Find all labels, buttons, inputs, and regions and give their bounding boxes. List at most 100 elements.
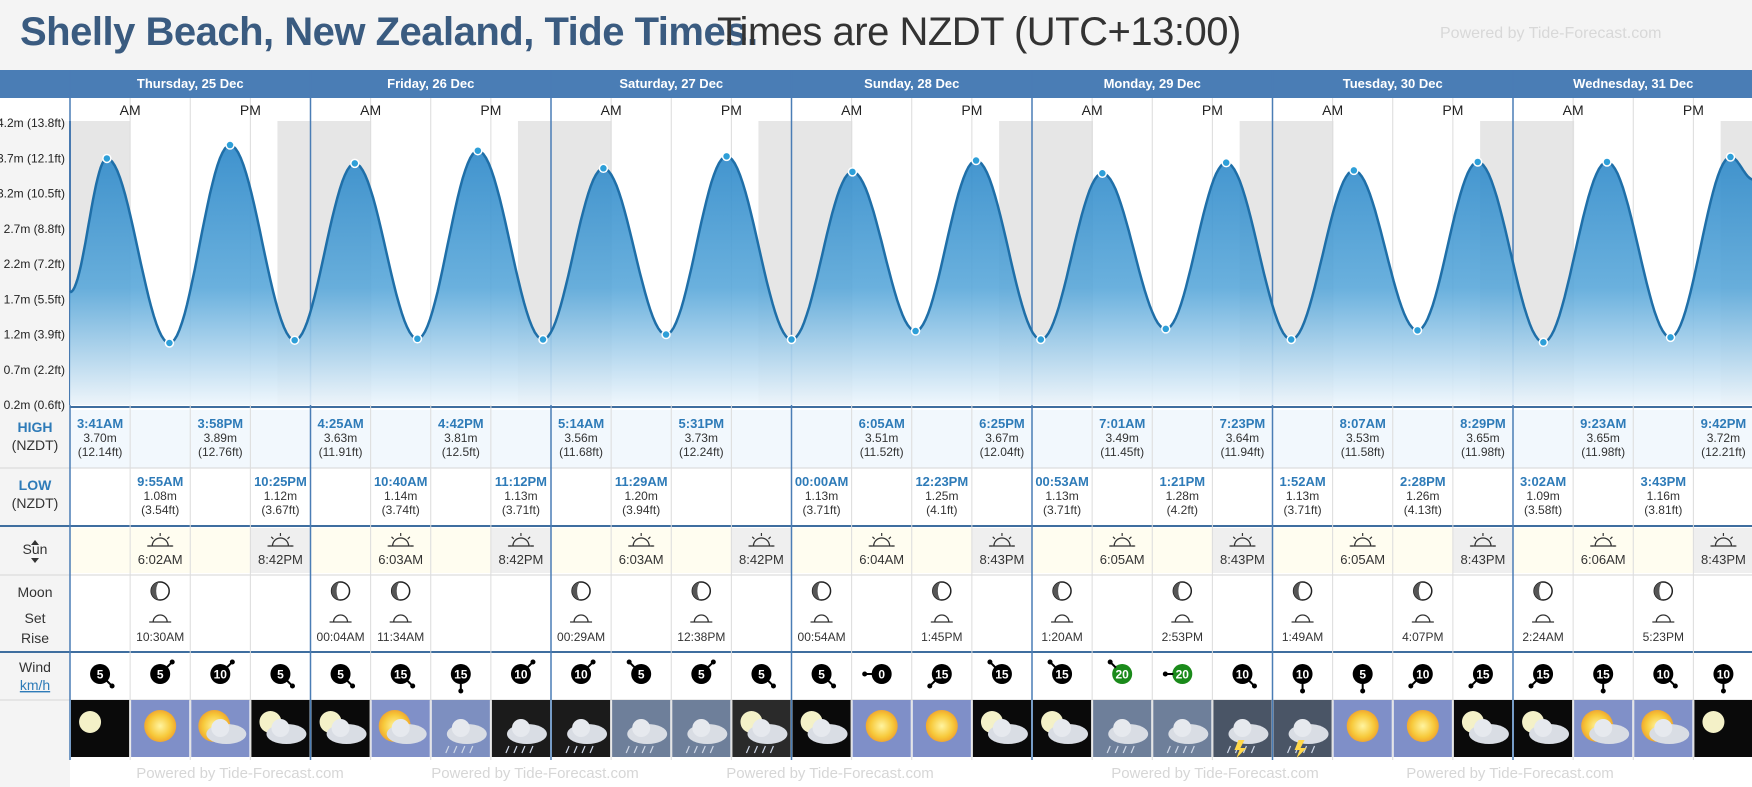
- weather-partly-cloudy-night-icon: [792, 700, 851, 757]
- wind-arrow-icon: [1162, 664, 1193, 684]
- rain-drop: [769, 745, 774, 754]
- moon-shape: [1702, 711, 1725, 733]
- bottom-watermark: Powered by Tide-Forecast.com: [136, 765, 344, 782]
- high-row: [70, 410, 1752, 468]
- wind-speed: 10: [1236, 668, 1250, 682]
- tide-extreme-point[interactable]: [1538, 337, 1549, 348]
- tide-extreme-point[interactable]: [1349, 165, 1359, 176]
- tide-extreme-point[interactable]: [1665, 332, 1676, 343]
- wind-arrow-icon: [510, 659, 536, 684]
- tide-extreme-point[interactable]: [473, 145, 483, 156]
- moon-phase-icon: [571, 581, 591, 601]
- tide-extreme-point[interactable]: [910, 326, 921, 336]
- moon-set-label: Set: [24, 610, 45, 626]
- high-height-ft: (12.76ft): [198, 445, 243, 459]
- high-time: 3:58PM: [198, 416, 244, 431]
- high-height-m: 3.65m: [1587, 431, 1620, 445]
- wind-unit-link[interactable]: km/h: [20, 677, 50, 693]
- moon-shadow: [1654, 582, 1664, 600]
- tide-extreme-point[interactable]: [786, 334, 797, 345]
- sun-arc: [1474, 537, 1492, 547]
- sunrise-time: 6:06AM: [1581, 552, 1626, 567]
- sun-ray: [1730, 536, 1734, 540]
- rain-drop: [565, 745, 570, 754]
- wind-circle: [931, 664, 952, 684]
- high-height-m: 3.49m: [1106, 431, 1139, 445]
- wind-speed: 10: [1717, 668, 1731, 682]
- tide-extreme-point[interactable]: [102, 153, 112, 164]
- tide-extreme-point[interactable]: [289, 335, 300, 345]
- wind-arrow-head: [1528, 683, 1534, 689]
- sunrise-time: 6:03AM: [378, 552, 423, 567]
- tide-extreme-point[interactable]: [164, 338, 175, 348]
- low-height-ft: (3.71ft): [803, 503, 841, 517]
- sunset-icon: [267, 533, 294, 547]
- weather-rain-icon: [1153, 700, 1212, 757]
- sun-ray: [1473, 536, 1477, 540]
- tide-extreme-point[interactable]: [971, 155, 981, 166]
- sunset-icon: [1710, 533, 1737, 547]
- tide-extreme-point[interactable]: [1036, 334, 1046, 345]
- wind-arrow-head: [1251, 683, 1257, 689]
- powered-by-watermark[interactable]: Powered by Tide-Forecast.com: [1440, 25, 1662, 42]
- sun-ray: [1008, 536, 1012, 540]
- am-label: AM: [1082, 102, 1103, 118]
- tide-extreme-point[interactable]: [598, 163, 609, 174]
- wind-arrow-head: [109, 683, 115, 689]
- rain-drop: [469, 745, 474, 754]
- moon-shadow: [932, 582, 942, 600]
- tide-extreme-point[interactable]: [1412, 325, 1423, 336]
- bottom-watermark: Powered by Tide-Forecast.com: [726, 765, 934, 782]
- tide-extreme-point[interactable]: [721, 151, 732, 162]
- wind-arrow-head: [1468, 683, 1474, 689]
- cloud-puff: [391, 719, 410, 737]
- tide-extreme-point[interactable]: [1725, 152, 1736, 162]
- weather-bg: [71, 700, 130, 757]
- sunset-icon: [507, 533, 534, 547]
- wind-circle: [1412, 664, 1433, 684]
- wind-circle: [991, 664, 1012, 684]
- sunrise-time: 6:03AM: [619, 552, 664, 567]
- wind-arrow-icon: [1047, 659, 1073, 684]
- rain-drop: [693, 745, 698, 754]
- moonset-icon: [690, 614, 713, 623]
- sun-arc: [151, 537, 169, 547]
- tide-extreme-point[interactable]: [1097, 168, 1108, 178]
- low-height-m: 1.26m: [1406, 489, 1439, 503]
- high-time: 6:25PM: [979, 416, 1025, 431]
- high-height-m: 3.56m: [564, 431, 597, 445]
- tide-extreme-point[interactable]: [538, 334, 548, 345]
- tide-extreme-point[interactable]: [1472, 157, 1483, 167]
- cloud-puff: [1534, 719, 1553, 737]
- tide-extreme-point[interactable]: [1286, 334, 1296, 345]
- moonset-time: 00:29AM: [557, 630, 605, 644]
- wind-circle: [1112, 664, 1133, 684]
- tide-extreme-point[interactable]: [847, 167, 858, 177]
- moonset-time: 1:49AM: [1282, 630, 1323, 644]
- tide-extreme-point[interactable]: [412, 334, 423, 344]
- wind-circle: [1593, 664, 1614, 684]
- rain-drop: [1287, 745, 1292, 754]
- moon-arc: [1174, 614, 1190, 623]
- tide-extreme-point[interactable]: [1221, 157, 1231, 168]
- weather-partly-cloudy-night-icon: [972, 700, 1031, 757]
- wind-arrow-head: [987, 659, 993, 665]
- sun-down-arrow-icon: [31, 558, 39, 563]
- tide-extreme-point[interactable]: [350, 158, 360, 169]
- cloud-puff: [511, 719, 530, 737]
- tide-extreme-point[interactable]: [661, 329, 671, 340]
- wind-arrow-head: [169, 659, 175, 665]
- wind-arrow-icon: [1653, 664, 1678, 689]
- tide-extreme-point[interactable]: [225, 140, 235, 150]
- y-tick-label: 3.7m (12.1ft): [0, 151, 65, 165]
- low-height-m: 1.28m: [1166, 489, 1199, 503]
- wind-circle: [1292, 664, 1313, 684]
- sunrise-icon: [1349, 533, 1376, 547]
- sun-ray: [1489, 536, 1493, 540]
- sun-ray: [1232, 536, 1236, 540]
- wind-speed: 15: [1055, 668, 1069, 682]
- tide-extreme-point[interactable]: [1602, 157, 1612, 167]
- wind-arrow-icon: [390, 664, 416, 689]
- tide-extreme-point[interactable]: [1161, 324, 1171, 334]
- cloud-puff: [1053, 719, 1072, 737]
